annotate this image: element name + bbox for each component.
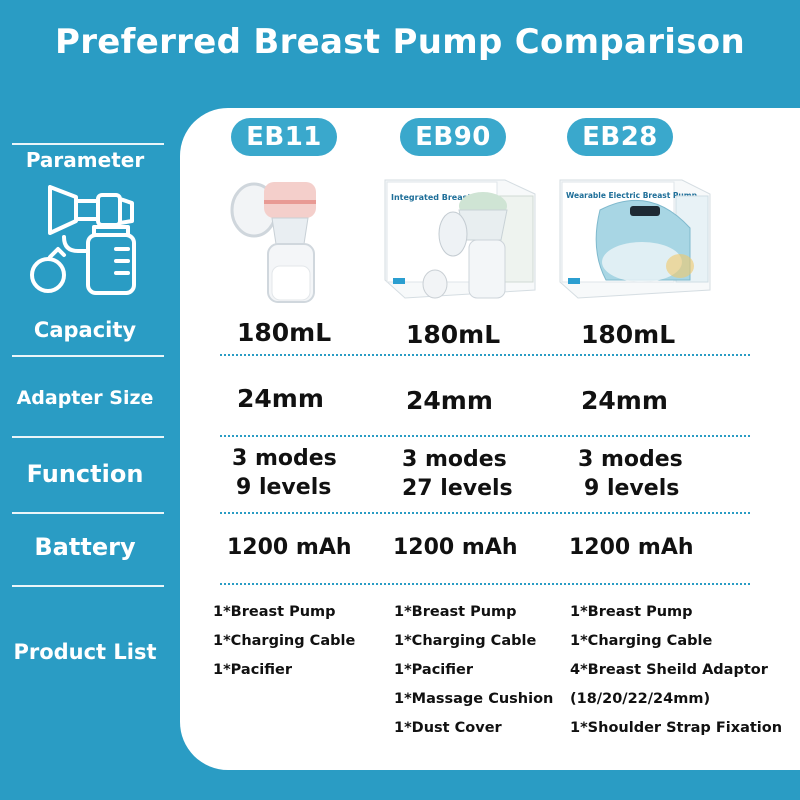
- model-badge-eb90: EB90: [400, 118, 506, 156]
- eb11-battery: 1200 mAh: [227, 535, 352, 560]
- list-item: 4*Breast Sheild Adaptor: [570, 662, 768, 678]
- eb28-adapter-size: 24mm: [581, 386, 668, 415]
- eb90-function: 3 modes 27 levels: [402, 445, 542, 503]
- eb28-function: 3 modes 9 levels: [578, 445, 698, 503]
- eb28-product-image: Wearable Electric Breast Pump: [559, 179, 711, 299]
- list-item: 1*Breast Pump: [570, 604, 693, 620]
- eb11-modes: 3 modes: [232, 446, 337, 471]
- eb90-box-label: Integrated Breast Pump: [391, 193, 500, 202]
- list-item: (18/20/22/24mm): [570, 691, 711, 707]
- eb90-capacity: 180mL: [406, 320, 501, 349]
- row-divider: [220, 435, 750, 437]
- product-list-label: Product List: [13, 640, 157, 664]
- eb28-product-list: 1*Breast Pump 1*Charging Cable 4*Breast …: [570, 598, 782, 743]
- divider: [12, 143, 164, 145]
- eb11-product-list: 1*Breast Pump 1*Charging Cable 1*Pacifie…: [213, 598, 355, 685]
- row-divider: [220, 512, 750, 514]
- eb28-box-label: Wearable Electric Breast Pump: [566, 191, 698, 200]
- adapter-size-label: Adapter Size: [16, 387, 154, 409]
- row-divider: [220, 583, 750, 585]
- list-item: 1*Dust Cover: [394, 720, 502, 736]
- eb28-battery: 1200 mAh: [569, 535, 694, 560]
- page-title: Preferred Breast Pump Comparison: [55, 22, 745, 62]
- list-item: 1*Pacifier: [394, 662, 473, 678]
- model-badge-eb28: EB28: [567, 118, 673, 156]
- divider: [12, 355, 164, 357]
- battery-label: Battery: [34, 533, 136, 561]
- list-item: 1*Charging Cable: [570, 633, 713, 649]
- eb90-product-list: 1*Breast Pump 1*Charging Cable 1*Pacifie…: [394, 598, 553, 743]
- divider: [12, 585, 164, 587]
- capacity-label: Capacity: [33, 318, 137, 342]
- eb28-levels: 9 levels: [584, 476, 680, 501]
- eb90-adapter-size: 24mm: [406, 386, 493, 415]
- eb90-product-image: Integrated Breast Pump: [384, 179, 536, 299]
- eb11-levels: 9 levels: [236, 475, 332, 500]
- eb90-modes: 3 modes: [402, 447, 507, 472]
- divider: [12, 512, 164, 514]
- parameter-label: Parameter: [25, 148, 145, 172]
- list-item: 1*Breast Pump: [394, 604, 517, 620]
- eb28-modes: 3 modes: [578, 447, 683, 472]
- list-item: 1*Massage Cushion: [394, 691, 554, 707]
- eb11-capacity: 180mL: [237, 318, 332, 347]
- model-badge-eb11: EB11: [231, 118, 337, 156]
- eb11-product-image: [230, 182, 316, 303]
- breast-pump-icon: [30, 185, 136, 295]
- divider: [12, 436, 164, 438]
- list-item: 1*Charging Cable: [394, 633, 537, 649]
- list-item: 1*Breast Pump: [213, 604, 336, 620]
- eb11-function: 3 modes 9 levels: [232, 444, 352, 502]
- eb11-adapter-size: 24mm: [237, 384, 324, 413]
- list-item: 1*Charging Cable: [213, 633, 356, 649]
- eb28-capacity: 180mL: [581, 320, 676, 349]
- eb90-levels: 27 levels: [402, 476, 513, 501]
- eb90-battery: 1200 mAh: [393, 535, 518, 560]
- list-item: 1*Shoulder Strap Fixation: [570, 720, 783, 736]
- list-item: 1*Pacifier: [213, 662, 292, 678]
- row-divider: [220, 354, 750, 356]
- function-label: Function: [26, 460, 144, 488]
